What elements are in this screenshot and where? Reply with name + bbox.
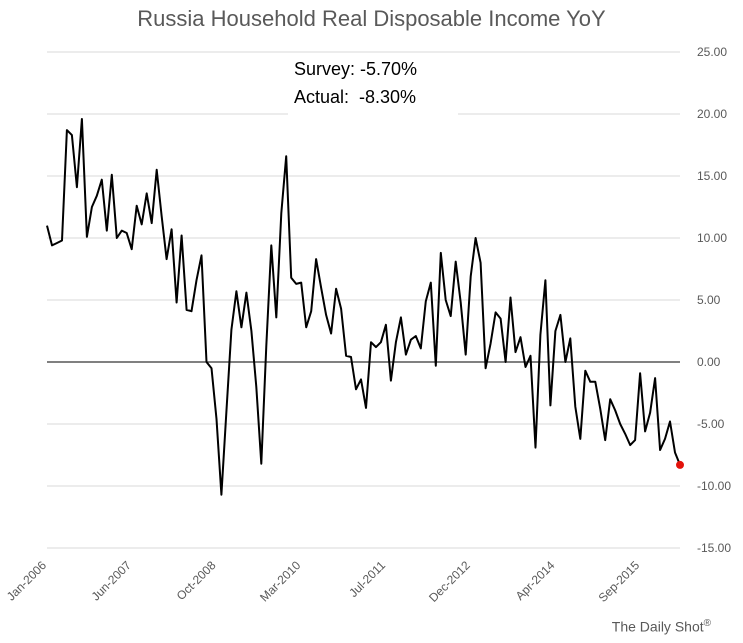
survey-actual-annotation: Survey: -5.70% Actual: -8.30% bbox=[288, 55, 458, 117]
y-tick-label: -15.00 bbox=[697, 541, 731, 555]
x-tick-label: Jan-2006 bbox=[4, 558, 50, 604]
y-tick-label: -10.00 bbox=[697, 479, 731, 493]
x-tick-label: Apr-2014 bbox=[513, 558, 558, 603]
x-tick-label: Mar-2010 bbox=[257, 558, 303, 604]
series-line bbox=[46, 118, 681, 496]
y-tick-label: -5.00 bbox=[697, 417, 725, 431]
y-tick-label: 5.00 bbox=[697, 293, 721, 307]
chart-title: Russia Household Real Disposable Income … bbox=[137, 6, 606, 31]
x-tick-label: Sep-2015 bbox=[596, 558, 643, 605]
credit-watermark: The Daily Shot® bbox=[612, 618, 711, 635]
x-tick-label: Oct-2008 bbox=[174, 558, 219, 603]
actual-label: Actual: -8.30% bbox=[294, 87, 417, 107]
y-tick-label: 0.00 bbox=[697, 355, 721, 369]
registered-mark: ® bbox=[703, 618, 711, 630]
y-tick-label: 20.00 bbox=[697, 107, 727, 121]
y-tick-label: 25.00 bbox=[697, 45, 727, 59]
credit-text: The Daily Shot bbox=[611, 619, 704, 635]
x-tick-label: Dec-2012 bbox=[426, 558, 473, 605]
x-tick-label: Jul-2011 bbox=[346, 558, 388, 600]
last-point-marker bbox=[676, 460, 684, 469]
survey-label: Survey: -5.70% bbox=[294, 59, 418, 79]
x-tick-label: Jun-2007 bbox=[89, 558, 135, 604]
y-tick-label: 15.00 bbox=[697, 169, 727, 183]
y-tick-label: 10.00 bbox=[697, 231, 727, 245]
